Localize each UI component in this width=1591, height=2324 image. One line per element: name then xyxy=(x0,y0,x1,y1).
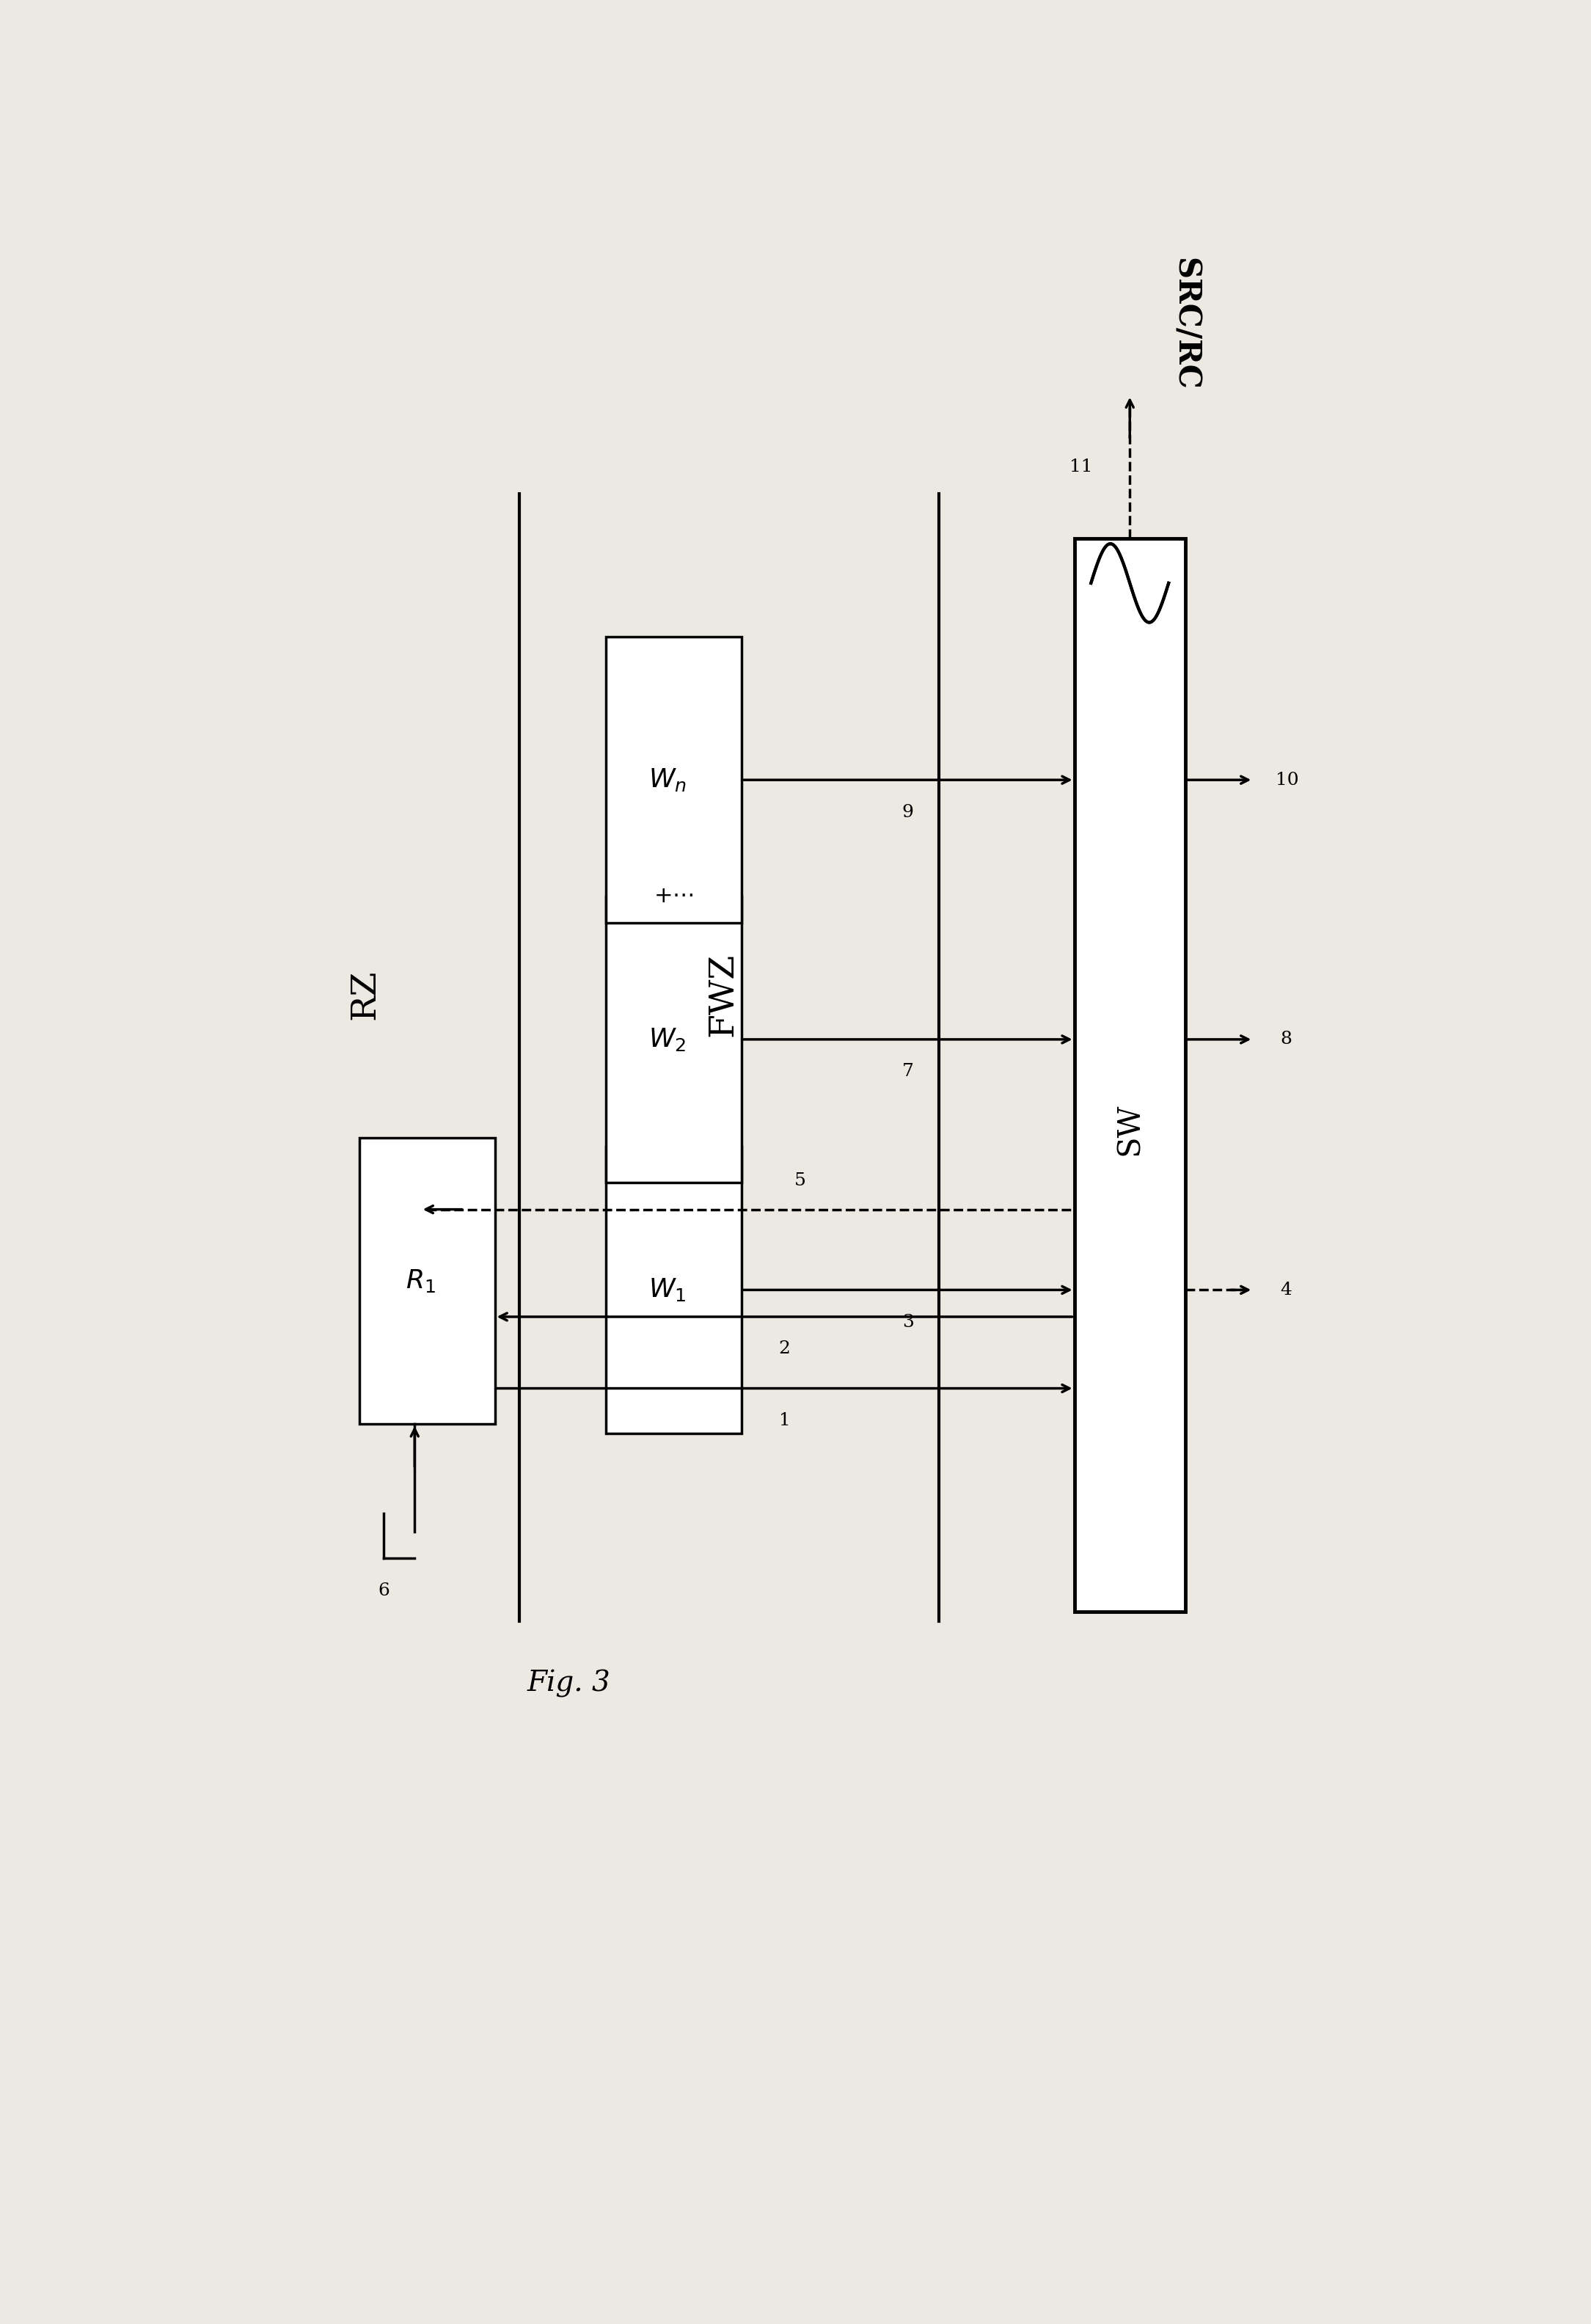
Text: Fig. 3: Fig. 3 xyxy=(527,1669,611,1697)
Text: 9: 9 xyxy=(902,804,913,820)
Text: $W_1$: $W_1$ xyxy=(649,1276,686,1304)
Text: 4: 4 xyxy=(1281,1281,1292,1299)
Text: $R_1$: $R_1$ xyxy=(406,1269,436,1294)
Bar xyxy=(606,1146,741,1434)
Text: 8: 8 xyxy=(1281,1032,1292,1048)
Text: SRC/RC: SRC/RC xyxy=(1169,258,1201,390)
Text: SW: SW xyxy=(1114,1102,1146,1155)
Bar xyxy=(606,637,741,923)
Bar xyxy=(1074,539,1185,1613)
Text: $W_2$: $W_2$ xyxy=(649,1027,686,1053)
Text: 7: 7 xyxy=(902,1062,913,1081)
Text: 2: 2 xyxy=(778,1341,791,1357)
Text: FWZ: FWZ xyxy=(706,953,740,1037)
Bar xyxy=(606,897,741,1183)
Text: 10: 10 xyxy=(1276,772,1298,788)
Text: 1: 1 xyxy=(778,1413,791,1429)
Text: 6: 6 xyxy=(379,1583,390,1599)
Text: RZ: RZ xyxy=(348,969,382,1020)
Text: $+ \cdots$: $+ \cdots$ xyxy=(654,885,694,909)
Text: 11: 11 xyxy=(1069,458,1093,474)
Text: 3: 3 xyxy=(902,1313,913,1332)
Text: 5: 5 xyxy=(794,1171,805,1190)
Bar xyxy=(360,1139,495,1425)
Text: $W_n$: $W_n$ xyxy=(649,767,686,792)
